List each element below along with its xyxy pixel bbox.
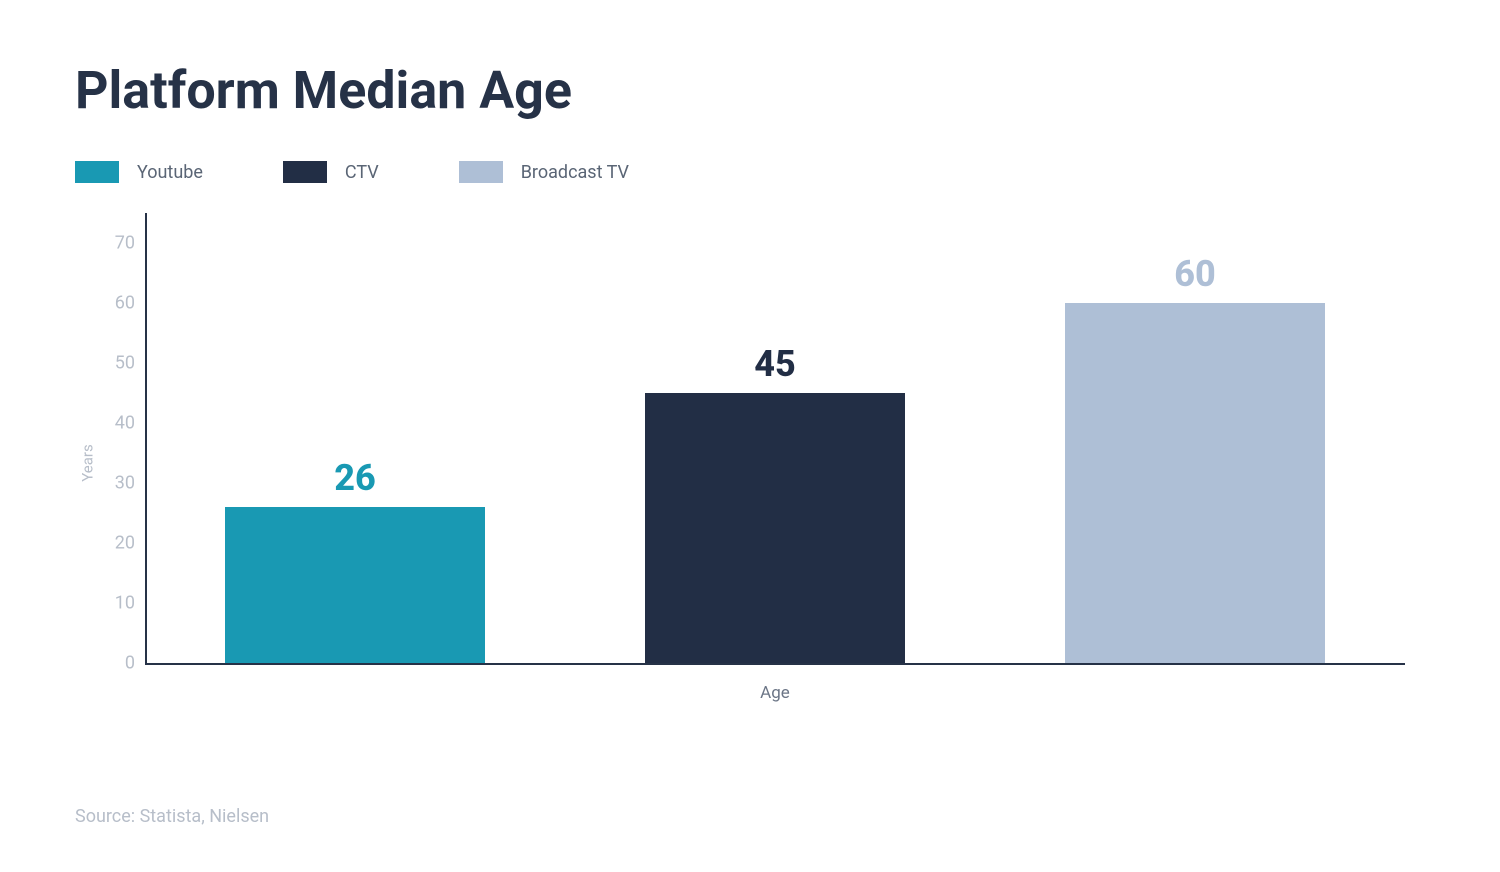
bar	[645, 393, 905, 663]
legend-item: Broadcast TV	[459, 161, 629, 183]
bar-value-label: 26	[334, 457, 376, 499]
source-text: Source: Statista, Nielsen	[75, 806, 269, 827]
bar-value-label: 45	[754, 343, 796, 385]
x-axis-line	[145, 663, 1405, 665]
bars-container: 26 45 60	[145, 213, 1405, 663]
legend-swatch	[459, 161, 503, 183]
page-title: Platform Median Age	[75, 60, 1425, 121]
y-tick-label: 0	[75, 653, 135, 674]
legend-label: CTV	[345, 162, 379, 183]
y-tick-label: 20	[75, 533, 135, 554]
y-tick-label: 10	[75, 593, 135, 614]
bar-chart: Years 010203040506070 264560 Age	[75, 213, 1405, 713]
bar	[225, 507, 485, 663]
y-tick-label: 70	[75, 233, 135, 254]
legend-swatch	[283, 161, 327, 183]
bar	[1065, 303, 1325, 663]
bar-value-label: 60	[1174, 253, 1216, 295]
x-axis-label: Age	[145, 683, 1405, 703]
slide: Platform Median Age Youtube CTV Broadcast …	[0, 0, 1500, 872]
legend-item: Youtube	[75, 161, 203, 183]
bar-column: 45	[565, 213, 985, 663]
bar-column: 26	[145, 213, 565, 663]
legend-label: Broadcast TV	[521, 162, 629, 183]
y-tick-label: 40	[75, 413, 135, 434]
bar-column: 60	[985, 213, 1405, 663]
legend: Youtube CTV Broadcast TV	[75, 161, 1425, 183]
y-tick-label: 30	[75, 473, 135, 494]
legend-swatch	[75, 161, 119, 183]
y-tick-label: 60	[75, 293, 135, 314]
y-tick-label: 50	[75, 353, 135, 374]
legend-item: CTV	[283, 161, 379, 183]
legend-label: Youtube	[137, 162, 203, 183]
